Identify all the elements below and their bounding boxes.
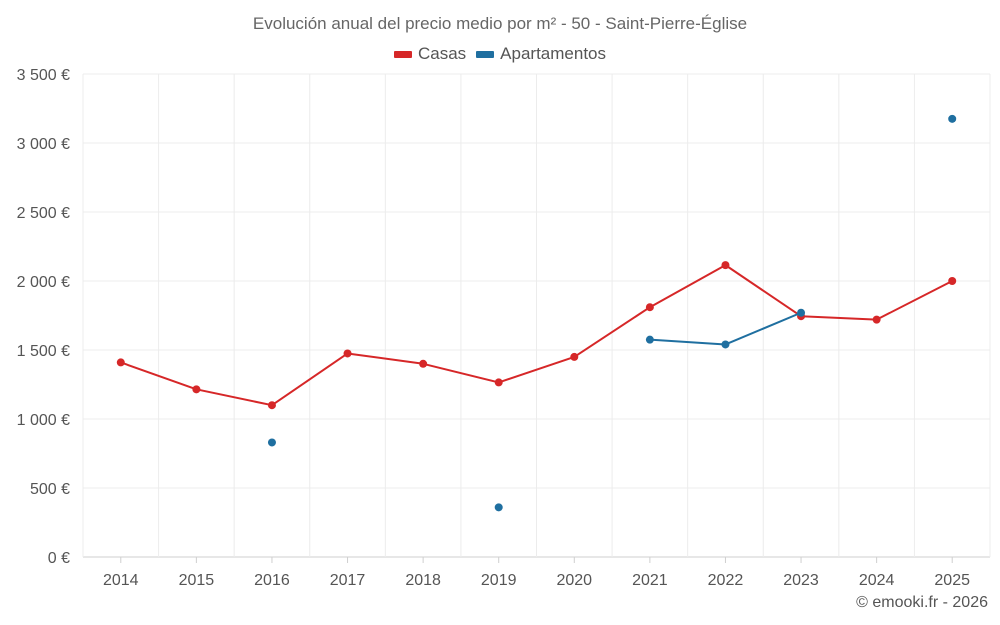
series-line-casas — [119, 361, 198, 391]
legend-item-apartamentos[interactable]: Apartamentos — [476, 44, 606, 64]
x-tick-label: 2020 — [556, 572, 592, 589]
series-line-casas — [875, 280, 954, 321]
series-line-casas — [422, 362, 500, 384]
x-tick-label: 2015 — [179, 572, 215, 589]
legend-label-casas: Casas — [417, 44, 467, 63]
legend-label-apartamentos: Apartamentos — [500, 44, 607, 63]
data-point-casas — [267, 401, 276, 410]
data-point-apartamentos — [721, 340, 730, 349]
data-point-casas — [948, 277, 957, 285]
data-point-apartamentos — [645, 335, 654, 344]
legend-swatch-apartamentos — [476, 50, 495, 58]
data-point-casas — [721, 261, 730, 270]
data-point-casas — [419, 359, 428, 368]
y-tick-label: 3 000 € — [17, 136, 70, 153]
data-point-apartamentos — [267, 438, 276, 447]
x-tick-label: 2019 — [481, 572, 517, 589]
data-point-casas — [116, 358, 125, 367]
series-line-casas — [346, 352, 425, 365]
series-line-casas — [648, 264, 727, 309]
data-point-casas — [343, 349, 352, 358]
y-tick-label: 3 500 € — [17, 67, 70, 84]
data-point-casas — [570, 352, 579, 361]
x-tick-label: 2016 — [254, 572, 290, 589]
series-line-casas — [724, 264, 803, 318]
y-tick-label: 2 500 € — [17, 205, 70, 222]
y-tick-label: 0 € — [48, 550, 70, 567]
data-point-casas — [645, 303, 654, 312]
y-tick-label: 1 500 € — [17, 343, 70, 360]
series-line-casas — [573, 306, 651, 358]
x-tick-label: 2023 — [783, 572, 819, 589]
y-tick-label: 500 € — [30, 481, 70, 498]
data-point-apartamentos — [797, 308, 806, 317]
chart-legend: Casas Apartamentos — [0, 44, 1000, 64]
legend-swatch-casas — [393, 50, 412, 58]
series-line-apartamentos — [724, 311, 803, 346]
credit-text: © emooki.fr - 2026 — [856, 594, 988, 611]
series-line-casas — [270, 352, 349, 407]
legend-item-casas[interactable]: Casas — [393, 44, 467, 64]
x-tick-label: 2021 — [632, 572, 668, 589]
x-tick-label: 2014 — [103, 572, 139, 589]
series-line-casas — [497, 355, 576, 384]
y-tick-label: 2 000 € — [17, 274, 70, 291]
series-line-casas — [800, 315, 878, 321]
x-tick-label: 2022 — [708, 572, 744, 589]
data-point-casas — [872, 315, 881, 324]
x-tick-label: 2025 — [934, 572, 970, 589]
series-line-casas — [195, 388, 273, 407]
data-point-apartamentos — [948, 114, 957, 123]
x-tick-label: 2018 — [405, 572, 441, 589]
x-tick-label: 2024 — [859, 572, 895, 589]
series-line-apartamentos — [648, 338, 727, 346]
data-point-casas — [494, 378, 503, 387]
data-point-casas — [192, 385, 201, 394]
x-tick-label: 2017 — [330, 572, 366, 589]
data-point-apartamentos — [494, 503, 503, 512]
chart-title: Evolución anual del precio medio por m² … — [252, 14, 748, 33]
y-tick-label: 1 000 € — [17, 412, 70, 429]
